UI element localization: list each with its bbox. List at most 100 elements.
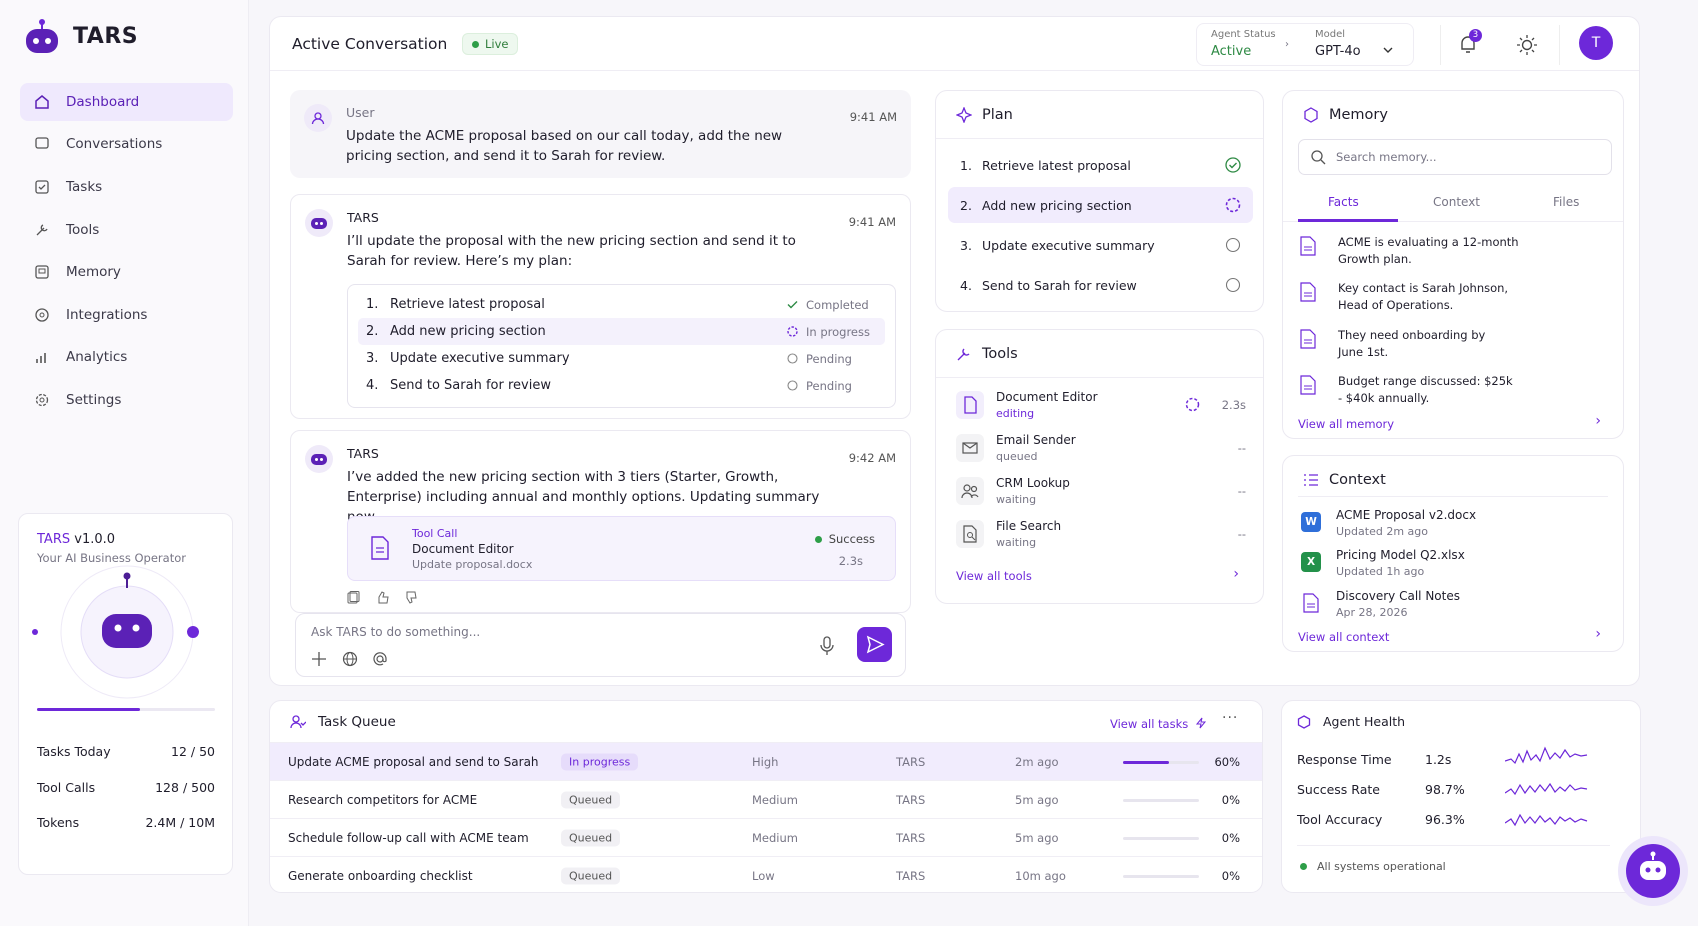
text: 3. [366,351,379,366]
nav-item[interactable]: Settings [20,381,233,419]
input-placeholder[interactable]: Ask TARS to do something... [311,625,481,639]
tab[interactable]: Files [1553,195,1580,209]
graphic [1304,107,1318,123]
status-footer: All systems operational [1300,860,1446,873]
avatar[interactable]: T [1579,26,1613,60]
view-all-link[interactable]: View all context [1298,630,1390,644]
task-row[interactable]: Generate onboarding checklist Queued Low TA… [270,856,1262,892]
graphic [36,353,46,363]
graphic [1304,107,1318,123]
graphic [1225,157,1241,173]
graphic [376,655,384,663]
label: Model [1315,29,1346,40]
nav-item[interactable]: Conversations [20,125,233,163]
plan-step: 1. Retrieve latest proposal [948,147,1253,183]
graphic [292,715,300,723]
plan-step: 3. Update executive summary [948,227,1253,263]
graphic [1304,474,1318,486]
graphic [962,442,978,454]
text: Live [485,37,509,51]
graphic [1383,47,1393,53]
graphic [1311,149,1323,162]
more-menu[interactable]: ··· [1222,710,1239,726]
graphic [1283,221,1623,222]
tab[interactable]: Facts [1328,195,1359,209]
panel-title: Tools [956,346,1018,362]
graphic [35,265,49,279]
graphic [311,454,327,465]
text: In progress [806,324,870,339]
nav-item[interactable]: Memory [20,253,233,291]
theme-icon[interactable] [1516,34,1538,56]
nav-item[interactable]: Tasks [20,168,233,206]
text: -- [1237,484,1246,498]
text: Agent Health [1323,714,1406,729]
assistant-fab[interactable] [1618,836,1688,906]
arrow: › [1285,39,1289,50]
view-all-link[interactable]: View all memory [1298,417,1395,431]
agent: TARS [896,754,926,769]
tab[interactable]: Context [1433,195,1481,209]
text: Key contact is Sarah Johnson, Head of Op… [1338,281,1509,312]
graphic [38,184,46,190]
graphic: In progress [787,325,877,339]
time: 5m ago [1015,830,1059,845]
bell-icon[interactable] [1458,34,1478,56]
tool-name: Document Editor [412,542,514,556]
mic-icon[interactable] [820,636,834,656]
text: Completed [806,297,869,312]
text: editing [996,407,1035,420]
graphic [26,29,58,53]
text: ACME is evaluating a 12-month Growth pla… [1338,235,1519,266]
progress-label: 0% [1221,868,1240,883]
tool-item: File Search waiting -- [956,516,1246,556]
task-row[interactable]: Research competitors for ACME Queued Mediu… [270,780,1262,818]
nav-item[interactable]: Integrations [20,296,233,334]
graphic [1652,855,1654,860]
time: 2m ago [1015,754,1059,769]
nav-item[interactable]: Analytics [20,338,233,376]
task-name: Research competitors for ACME [288,792,478,807]
text: waiting [996,536,1037,549]
duration: 2.3s [838,554,863,568]
graphic [35,308,49,322]
usage-fill [37,708,141,711]
graphic [114,624,122,632]
graphic [961,492,979,499]
task-row[interactable]: Update ACME proposal and send to Sarah In… [270,742,1262,780]
graphic [963,484,971,492]
graphic [866,635,885,654]
notification-count: 3 [1469,29,1482,42]
progress-track [1123,875,1199,878]
graphic [32,629,38,635]
text: Success [828,532,875,546]
graphic [36,224,48,236]
nav-item[interactable]: Tools [20,211,233,249]
view-all-link[interactable]: View all tools [956,569,1032,583]
send-button[interactable] [857,627,892,662]
composer: Ask TARS to do something... [295,613,906,677]
graphic [1225,237,1241,253]
view-all-link[interactable]: View all tasks [1110,717,1189,731]
nav-item[interactable]: Dashboard [20,83,233,121]
model[interactable]: GPT-4o [1315,44,1361,59]
search-box[interactable]: Search memory... [1298,139,1612,175]
context-file: Discovery Call Notes Apr 28, 2026 [1301,589,1601,623]
status-badge: In progress [561,753,639,770]
context-file: X Pricing Model Q2.xlsx Updated 1h ago [1301,548,1601,582]
fact: They need onboarding by June 1st. [1298,327,1598,361]
graphic [1297,714,1311,729]
graphic [187,626,199,638]
graphic: Pending [787,352,877,366]
role: TARS [347,210,379,225]
graphic [39,312,45,318]
panel-title: Context [1303,472,1386,488]
fact: Budget range discussed: $25k - $40k annu… [1298,373,1598,407]
task-row[interactable]: Schedule follow-up call with ACME team Qu… [270,818,1262,856]
graphic [314,112,322,120]
panel-title: Memory [1303,107,1388,123]
brand: TARS [73,24,139,49]
graphic [1521,39,1533,51]
graphic [1304,246,1312,251]
text: Document Editor [996,390,1098,404]
